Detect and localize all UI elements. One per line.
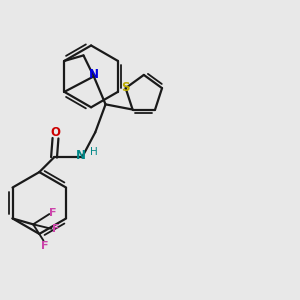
Text: F: F [52,224,60,234]
Text: N: N [76,149,85,162]
Text: F: F [41,241,49,251]
Text: F: F [50,208,57,218]
Text: O: O [50,126,61,140]
Text: S: S [122,81,130,94]
Text: H: H [91,147,98,157]
Text: N: N [89,68,99,81]
